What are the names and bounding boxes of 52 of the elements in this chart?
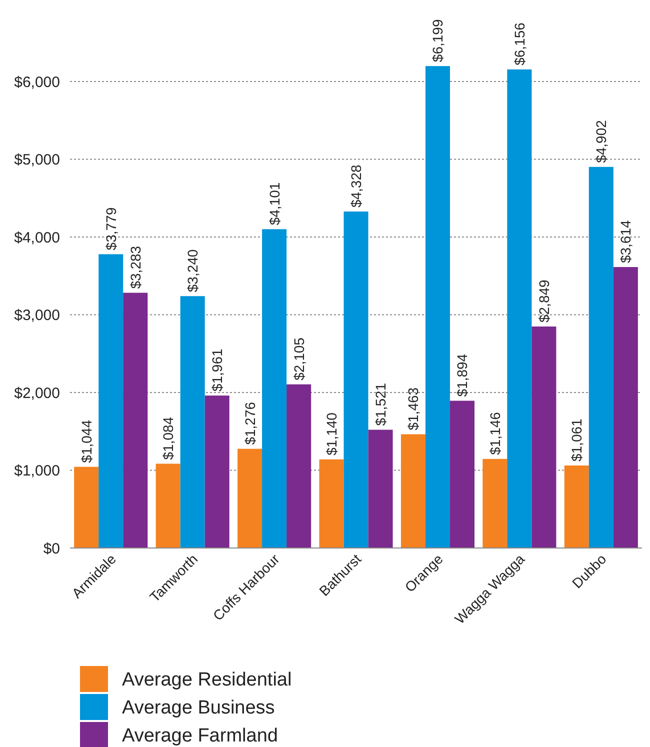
- y-tick-label: $5,000: [14, 152, 60, 169]
- bar: [588, 166, 614, 548]
- data-label: $1,521: [372, 382, 389, 426]
- bar: [564, 466, 589, 548]
- data-label: $3,779: [102, 207, 119, 250]
- bar: [123, 292, 148, 548]
- bar: [180, 296, 205, 548]
- bar: [238, 448, 262, 548]
- bar: [344, 212, 368, 548]
- data-label: $2,849: [536, 279, 552, 323]
- data-label: $1,463: [405, 387, 422, 430]
- data-label: $1,044: [78, 420, 94, 463]
- bar: [507, 69, 532, 548]
- bar: [400, 434, 426, 548]
- bar: [98, 254, 124, 548]
- data-label: $1,140: [323, 412, 340, 456]
- legend-label: Average Business: [122, 698, 275, 719]
- data-label: $4,902: [593, 120, 610, 163]
- y-tick-label: $1,000: [14, 462, 60, 480]
- data-label: $3,283: [127, 246, 144, 289]
- data-label: $3,240: [184, 249, 201, 292]
- data-label: $6,199: [430, 19, 446, 62]
- legend-label: Average Farmland: [122, 726, 278, 747]
- data-label: $6,156: [511, 22, 528, 66]
- legend-label: Average Residential: [122, 670, 292, 691]
- data-label: $1,061: [568, 418, 585, 462]
- bar: [204, 396, 230, 548]
- bar: [482, 458, 508, 548]
- bar: [368, 430, 393, 548]
- data-label: $1,146: [486, 412, 503, 455]
- y-tick-label: $4,000: [14, 229, 60, 246]
- data-label: $4,328: [348, 164, 364, 208]
- bar: [425, 66, 450, 548]
- data-label: $3,614: [618, 220, 634, 264]
- y-tick-label: $0: [43, 540, 60, 558]
- data-label: $1,894: [454, 354, 470, 397]
- data-label: $1,276: [242, 402, 258, 445]
- data-label: $4,101: [266, 182, 282, 226]
- bar: [319, 459, 344, 548]
- bar: [613, 267, 638, 548]
- bar: [450, 400, 474, 548]
- data-label: $1,084: [160, 416, 176, 460]
- y-tick-label: $6,000: [14, 74, 60, 91]
- data-label: $2,105: [290, 337, 307, 380]
- bar: [74, 466, 99, 548]
- bar: [532, 326, 556, 548]
- y-tick-label: $2,000: [14, 384, 60, 402]
- bar: [286, 384, 312, 548]
- bar: [156, 464, 180, 548]
- data-label: $1,961: [209, 348, 226, 392]
- y-tick-label: $3,000: [14, 307, 60, 324]
- bar: [262, 229, 287, 548]
